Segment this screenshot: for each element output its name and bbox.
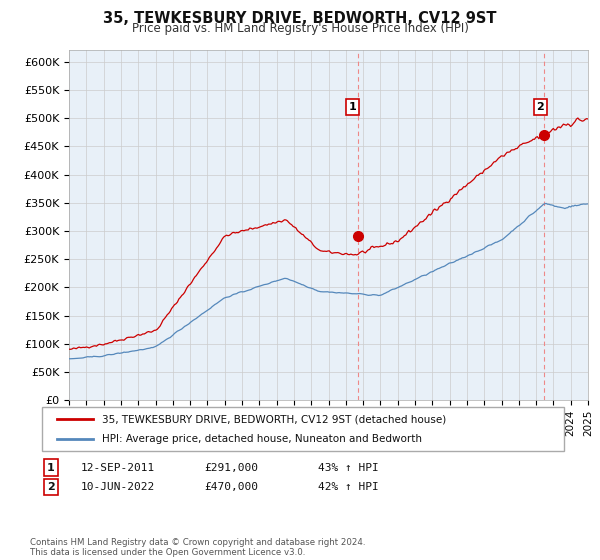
Text: Price paid vs. HM Land Registry's House Price Index (HPI): Price paid vs. HM Land Registry's House … (131, 22, 469, 35)
Text: 35, TEWKESBURY DRIVE, BEDWORTH, CV12 9ST (detached house): 35, TEWKESBURY DRIVE, BEDWORTH, CV12 9ST… (102, 414, 446, 424)
Text: 2: 2 (536, 102, 544, 112)
Text: 1: 1 (349, 102, 356, 112)
Text: 12-SEP-2011: 12-SEP-2011 (81, 463, 155, 473)
Text: £470,000: £470,000 (204, 482, 258, 492)
Text: Contains HM Land Registry data © Crown copyright and database right 2024.
This d: Contains HM Land Registry data © Crown c… (30, 538, 365, 557)
Text: 42% ↑ HPI: 42% ↑ HPI (318, 482, 379, 492)
Text: 2: 2 (47, 482, 55, 492)
Text: 43% ↑ HPI: 43% ↑ HPI (318, 463, 379, 473)
Text: 35, TEWKESBURY DRIVE, BEDWORTH, CV12 9ST: 35, TEWKESBURY DRIVE, BEDWORTH, CV12 9ST (103, 11, 497, 26)
Text: 1: 1 (47, 463, 55, 473)
Text: 10-JUN-2022: 10-JUN-2022 (81, 482, 155, 492)
Text: £291,000: £291,000 (204, 463, 258, 473)
Text: HPI: Average price, detached house, Nuneaton and Bedworth: HPI: Average price, detached house, Nune… (102, 433, 422, 444)
